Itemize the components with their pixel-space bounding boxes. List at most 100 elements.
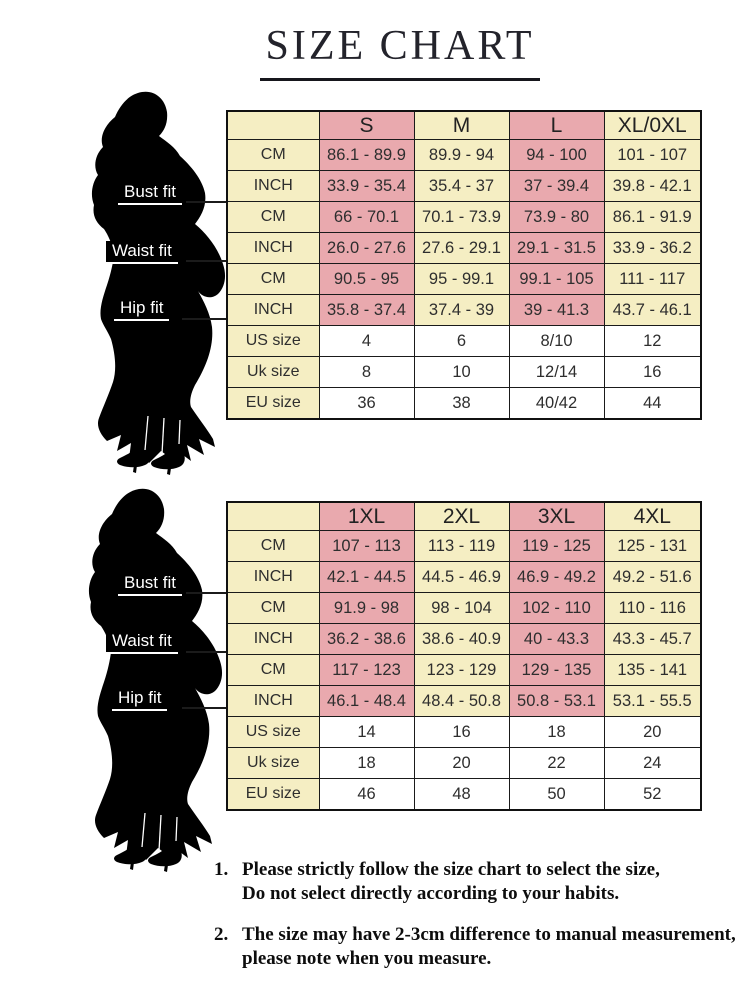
value-cell: 113 - 119 (413, 530, 510, 562)
value-cell: 95 - 99.1 (413, 263, 510, 295)
table-row: INCH 26.0 - 27.6 27.6 - 29.1 29.1 - 31.5 33.… (226, 232, 702, 264)
table-row: CM 107 - 113 113 - 119 119 - 125 125 - 131 (226, 530, 702, 562)
value-cell: 22 (508, 747, 605, 779)
size-header-2xl: 2XL (413, 501, 510, 531)
value-cell: 110 - 116 (603, 592, 702, 624)
size-header-m: M (413, 110, 510, 140)
table-row: CM 86.1 - 89.9 89.9 - 94 94 - 100 101 - 107 (226, 139, 702, 171)
value-cell: 135 - 141 (603, 654, 702, 686)
value-cell: 129 - 135 (508, 654, 605, 686)
value-cell: 89.9 - 94 (413, 139, 510, 171)
value-cell: 123 - 129 (413, 654, 510, 686)
value-cell: 35.8 - 37.4 (318, 294, 415, 326)
notes-section: 1. Please strictly follow the size chart… (214, 858, 750, 988)
bust-fit-label-bottom: Bust fit (118, 573, 182, 596)
woman-silhouette-top (91, 91, 226, 476)
row-label-cell: EU size (226, 778, 320, 811)
waist-connector-line-top (186, 260, 226, 262)
table-row: INCH 42.1 - 44.5 44.5 - 46.9 46.9 - 49.2 49.… (226, 561, 702, 593)
table-row: CM 66 - 70.1 70.1 - 73.9 73.9 - 80 86.1 - 91… (226, 201, 702, 233)
woman-silhouette-bottom (88, 488, 223, 873)
value-cell: 4 (318, 325, 415, 357)
value-cell: 86.1 - 89.9 (318, 139, 415, 171)
row-label-cell: INCH (226, 623, 320, 655)
size-table-regular-body: S M L XL/0XL CM 86.1 - 89.9 89.9 - 94 94 - 100 1… (226, 110, 702, 420)
value-cell: 18 (508, 716, 605, 748)
value-cell: 24 (603, 747, 702, 779)
row-label-cell: Uk size (226, 356, 320, 388)
size-header-s: S (318, 110, 415, 140)
waist-fit-label-bottom: Waist fit (106, 631, 178, 654)
row-label-cell: CM (226, 201, 320, 233)
row-label-cell: INCH (226, 294, 320, 326)
row-label-cell: US size (226, 716, 320, 748)
row-label-cell: CM (226, 530, 320, 562)
value-cell: 29.1 - 31.5 (508, 232, 605, 264)
page-title-wrap: SIZE CHART (200, 22, 600, 81)
value-cell: 20 (603, 716, 702, 748)
waist-connector-line-bottom (186, 651, 226, 653)
value-cell: 50.8 - 53.1 (508, 685, 605, 717)
note-2-text: The size may have 2-3cm difference to ma… (242, 923, 736, 971)
value-cell: 42.1 - 44.5 (318, 561, 415, 593)
value-cell: 38.6 - 40.9 (413, 623, 510, 655)
table-row: CM 117 - 123 123 - 129 129 - 135 135 - 141 (226, 654, 702, 686)
value-cell: 94 - 100 (508, 139, 605, 171)
value-cell: 46.9 - 49.2 (508, 561, 605, 593)
value-cell: 44 (603, 387, 702, 420)
table-row: Uk size 18 20 22 24 (226, 747, 702, 779)
note-1-line-1: Please strictly follow the size chart to… (242, 859, 660, 880)
value-cell: 86.1 - 91.9 (603, 201, 702, 233)
value-cell: 18 (318, 747, 415, 779)
value-cell: 8 (318, 356, 415, 388)
table-row: EU size 46 48 50 52 (226, 778, 702, 811)
row-label-cell: CM (226, 654, 320, 686)
table-row: INCH 35.8 - 37.4 37.4 - 39 39 - 41.3 43.7 - … (226, 294, 702, 326)
row-label-cell: EU size (226, 387, 320, 420)
bust-connector-line-top (186, 201, 226, 203)
size-header-l: L (508, 110, 605, 140)
value-cell: 102 - 110 (508, 592, 605, 624)
table-row: CM 91.9 - 98 98 - 104 102 - 110 110 - 116 (226, 592, 702, 624)
value-cell: 43.7 - 46.1 (603, 294, 702, 326)
corner-cell (226, 110, 320, 140)
value-cell: 20 (413, 747, 510, 779)
value-cell: 10 (413, 356, 510, 388)
note-1-line-2: Do not select directly according to your… (242, 883, 620, 904)
note-2-line-2: please note when you measure. (242, 948, 492, 969)
value-cell: 99.1 - 105 (508, 263, 605, 295)
value-cell: 101 - 107 (603, 139, 702, 171)
value-cell: 90.5 - 95 (318, 263, 415, 295)
table-row: INCH 33.9 - 35.4 35.4 - 37 37 - 39.4 39.8 - … (226, 170, 702, 202)
value-cell: 46.1 - 48.4 (318, 685, 415, 717)
value-cell: 40/42 (508, 387, 605, 420)
row-label-cell: US size (226, 325, 320, 357)
value-cell: 44.5 - 46.9 (413, 561, 510, 593)
value-cell: 48.4 - 50.8 (413, 685, 510, 717)
value-cell: 36.2 - 38.6 (318, 623, 415, 655)
value-cell: 111 - 117 (603, 263, 702, 295)
size-header-3xl: 3XL (508, 501, 605, 531)
table-row: INCH 36.2 - 38.6 38.6 - 40.9 40 - 43.3 43.3 … (226, 623, 702, 655)
table-row: CM 90.5 - 95 95 - 99.1 99.1 - 105 111 - 117 (226, 263, 702, 295)
corner-cell (226, 501, 320, 531)
size-table-plus-body: 1XL 2XL 3XL 4XL CM 107 - 113 113 - 119 119 - 12… (226, 501, 702, 811)
value-cell: 98 - 104 (413, 592, 510, 624)
note-2-line-1: The size may have 2-3cm difference to ma… (242, 924, 736, 945)
value-cell: 27.6 - 29.1 (413, 232, 510, 264)
value-cell: 52 (603, 778, 702, 811)
value-cell: 38 (413, 387, 510, 420)
row-label-cell: Uk size (226, 747, 320, 779)
row-label-cell: INCH (226, 232, 320, 264)
hip-fit-label-top: Hip fit (114, 298, 170, 321)
row-label-cell: INCH (226, 561, 320, 593)
size-header-4xl: 4XL (603, 501, 702, 531)
value-cell: 33.9 - 35.4 (318, 170, 415, 202)
value-cell: 53.1 - 55.5 (603, 685, 702, 717)
value-cell: 36 (318, 387, 415, 420)
hip-fit-label-bottom: Hip fit (112, 688, 168, 711)
value-cell: 46 (318, 778, 415, 811)
row-label-cell: CM (226, 592, 320, 624)
table-row: EU size 36 38 40/42 44 (226, 387, 702, 420)
value-cell: 33.9 - 36.2 (603, 232, 702, 264)
